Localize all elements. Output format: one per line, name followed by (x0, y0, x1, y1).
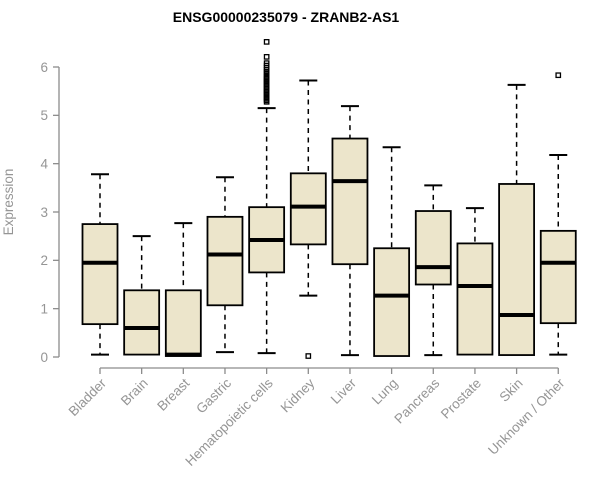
boxplot-group (498, 83, 536, 356)
boxplot-group (248, 39, 286, 355)
boxplot-group (164, 222, 202, 357)
y-tick-label: 0 (40, 350, 48, 365)
x-category-label: Prostate (438, 376, 484, 422)
boxplot-group (456, 207, 494, 356)
y-tick-label: 4 (40, 156, 48, 171)
outlier-point (263, 60, 270, 66)
boxplot-group (331, 105, 369, 357)
x-category-label: Breast (154, 375, 192, 413)
boxplot-box (331, 137, 369, 266)
outlier-point (263, 54, 270, 60)
y-tick-label: 2 (40, 253, 48, 268)
y-tick-label: 1 (40, 301, 48, 316)
boxplot-group (539, 72, 577, 356)
boxplot-group (206, 176, 244, 354)
boxplot-group (289, 79, 327, 359)
x-category-label: Lung (369, 376, 401, 408)
boxplot-group (123, 235, 161, 356)
boxplot-group (81, 173, 119, 356)
boxplot-box (123, 289, 161, 356)
y-tick-label: 5 (40, 108, 48, 123)
x-category-label: Liver (328, 375, 360, 407)
boxplot-box (414, 210, 452, 286)
boxplot-box (164, 289, 202, 357)
boxplot-box (498, 183, 536, 356)
boxplot-box (289, 172, 327, 246)
x-category-label: Kidney (278, 375, 318, 415)
y-tick-label: 3 (40, 205, 48, 220)
boxplot-box (206, 215, 244, 307)
boxplot-box (81, 223, 119, 326)
chart-title: ENSG00000235079 - ZRANB2-AS1 (173, 9, 400, 25)
y-tick-label: 6 (40, 60, 48, 75)
x-category-label: Bladder (66, 375, 110, 419)
outlier-point (555, 72, 562, 79)
y-axis-label: Expression (1, 169, 16, 236)
boxplot-group (414, 184, 452, 357)
x-category-label: Gastric (193, 375, 234, 416)
boxes-layer (81, 39, 577, 359)
outlier-point (263, 39, 270, 45)
x-category-label: Pancreas (391, 375, 442, 426)
x-category-label: Skin (497, 376, 526, 405)
x-category-label: Brain (118, 376, 151, 409)
outlier-point (305, 353, 312, 359)
x-category-label: Unknown / Other (485, 375, 568, 458)
boxplot-box (456, 242, 494, 356)
boxplot-group (373, 146, 411, 357)
boxplot-box (373, 247, 411, 357)
boxplot-box (539, 229, 577, 325)
